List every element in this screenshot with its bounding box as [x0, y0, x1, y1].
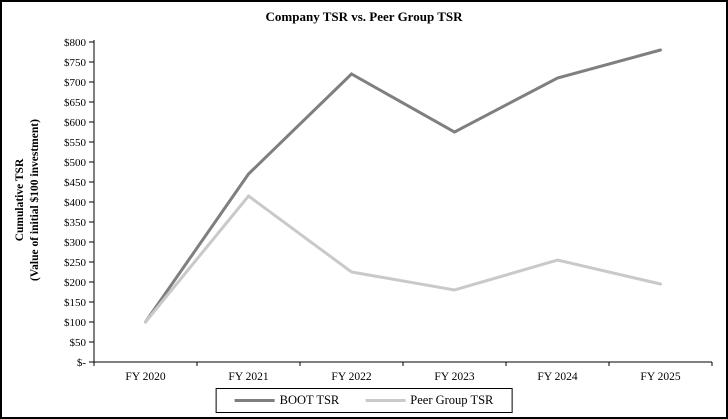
y-tick-label: $100	[64, 317, 87, 329]
chart-title: Company TSR vs. Peer Group TSR	[265, 9, 463, 24]
legend-label: BOOT TSR	[279, 393, 340, 407]
x-tick-label: FY 2025	[640, 371, 680, 383]
y-tick-label: $550	[64, 137, 87, 149]
y-tick-label: $250	[64, 257, 87, 269]
x-tick-label: FY 2024	[537, 371, 577, 383]
y-tick-label: $500	[64, 157, 87, 169]
y-tick-label: $150	[64, 297, 87, 309]
y-tick-label: $450	[64, 177, 87, 189]
legend-label: Peer Group TSR	[410, 393, 494, 407]
legend-line-swatch	[234, 399, 275, 402]
series-line-boot-tsr	[144, 48, 662, 324]
y-tick-label: $50	[70, 337, 87, 349]
x-tick-label: FY 2020	[125, 371, 165, 383]
y-tick-label: $800	[64, 37, 87, 49]
y-tick-label: $650	[64, 97, 87, 109]
y-tick-label: $-	[77, 357, 87, 369]
x-tick-label: FY 2021	[228, 371, 268, 383]
y-tick-label: $750	[64, 57, 87, 69]
series-line-peer-group-tsr	[144, 193, 662, 324]
legend-line-swatch	[365, 399, 406, 402]
x-tick-label: FY 2023	[434, 371, 474, 383]
x-tick-label: FY 2022	[331, 371, 371, 383]
legend-box: BOOT TSR Peer Group TSR	[215, 388, 513, 413]
y-tick-label: $300	[64, 237, 87, 249]
y-tick-label: $200	[64, 277, 87, 289]
y-tick-label: $400	[64, 197, 87, 209]
legend-item: BOOT TSR	[234, 393, 340, 408]
y-tick-label: $600	[64, 117, 87, 129]
legend-item: Peer Group TSR	[365, 393, 493, 408]
y-tick-label: $350	[64, 217, 87, 229]
y-tick-label: $700	[64, 77, 87, 89]
